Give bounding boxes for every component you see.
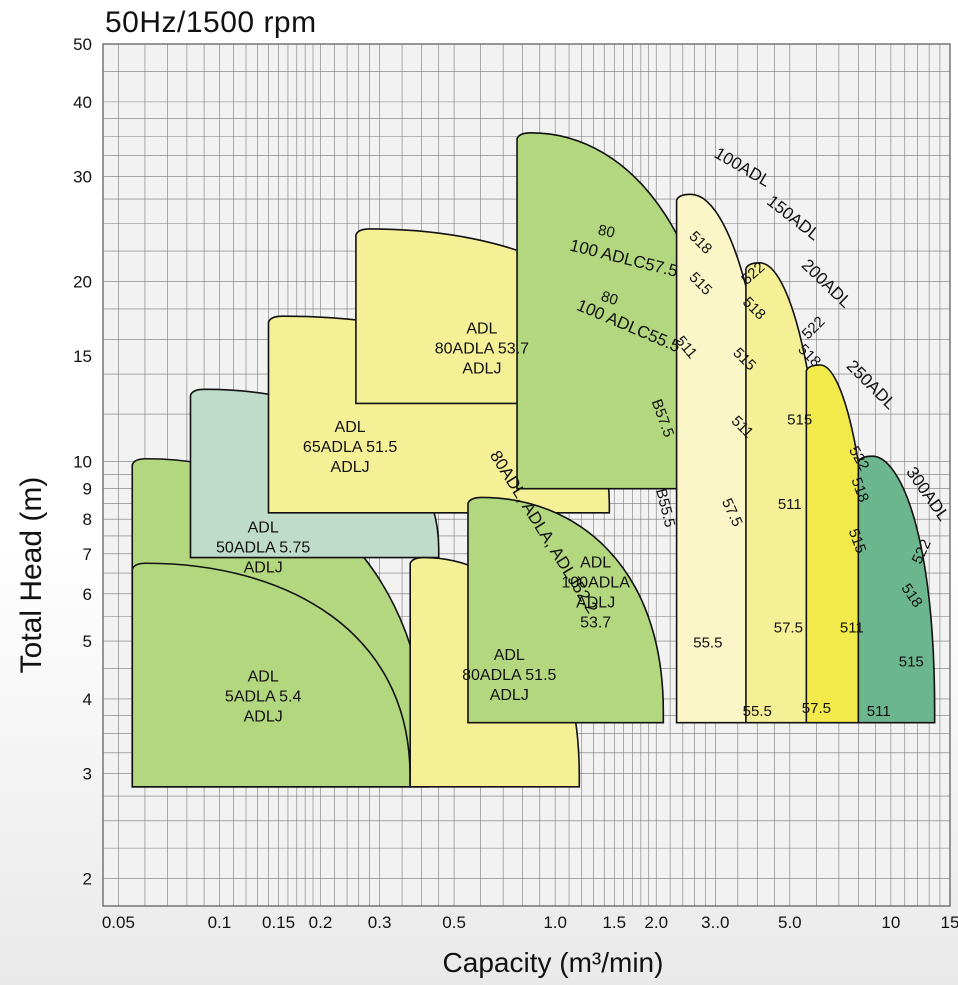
x-tick-label: 0.2 xyxy=(309,913,333,932)
x-tick-label: 5.0 xyxy=(778,913,802,932)
series-label: 511 xyxy=(867,703,891,720)
x-tick-label: 0.05 xyxy=(102,913,135,932)
region-label: 50ADLA 5.75 xyxy=(216,540,310,557)
y-tick-label: 30 xyxy=(73,167,92,186)
region-label: ADLJ xyxy=(244,560,283,577)
y-tick-label: 15 xyxy=(73,347,92,366)
x-tick-label: 0.5 xyxy=(442,913,466,932)
region-label: 5ADLA 5.4 xyxy=(225,689,302,706)
x-tick-label: 1.0 xyxy=(543,913,567,932)
chart-title: 50Hz/1500 rpm xyxy=(105,6,317,39)
series-label: 511 xyxy=(778,496,802,513)
region-label: ADL xyxy=(466,321,497,338)
y-tick-label: 6 xyxy=(83,585,92,604)
y-tick-label: 7 xyxy=(83,545,92,564)
region-label: ADLJ xyxy=(331,459,370,476)
region-label: 80ADLA 51.5 xyxy=(462,667,556,684)
region-label: ADL xyxy=(335,419,366,436)
x-tick-label: 2.0 xyxy=(644,913,668,932)
series-label: 55.5 xyxy=(743,703,772,720)
x-tick-label: 3..0 xyxy=(701,913,729,932)
x-tick-label: 1.5 xyxy=(602,913,626,932)
region-label: ADL xyxy=(580,555,611,572)
region-label: ADLJ xyxy=(576,595,615,612)
y-tick-label: 4 xyxy=(83,690,92,709)
series-label: 55.5 xyxy=(693,635,722,652)
y-axis-label: Total Head (m) xyxy=(15,476,48,674)
series-label: 80 xyxy=(596,222,616,242)
region-label: ADL xyxy=(494,647,525,664)
x-tick-label: 0.15 xyxy=(262,913,295,932)
region-label: ADLJ xyxy=(462,361,501,378)
y-tick-label: 10 xyxy=(73,452,92,471)
region-300adl xyxy=(857,455,936,724)
x-axis-label: Capacity (m³/min) xyxy=(442,947,664,978)
region-100adla-53-7 xyxy=(467,496,665,724)
region-label: ADL xyxy=(248,669,279,686)
y-tick-label: 9 xyxy=(83,480,92,499)
x-tick-label: 15 xyxy=(941,913,958,932)
region-label: ADLJ xyxy=(244,709,283,726)
y-tick-label: 8 xyxy=(83,510,92,529)
y-tick-label: 2 xyxy=(83,870,92,889)
region-label: ADL xyxy=(248,520,279,537)
region-label: 53.7 xyxy=(580,615,611,632)
y-tick-label: 5 xyxy=(83,632,92,651)
y-tick-label: 50 xyxy=(73,35,92,54)
series-label: 511 xyxy=(840,619,864,636)
region-inner-curve xyxy=(131,562,411,788)
region-label: 100ADLA xyxy=(561,575,630,592)
series-label: 80 xyxy=(599,288,620,309)
region-label: ADLJ xyxy=(490,687,529,704)
y-tick-label: 40 xyxy=(73,93,92,112)
y-tick-label: 20 xyxy=(73,273,92,292)
region-label: 65ADLA 51.5 xyxy=(303,439,397,456)
x-tick-label: 0.1 xyxy=(208,913,232,932)
series-label: 515 xyxy=(899,654,924,671)
x-tick-label: 0.3 xyxy=(368,913,392,932)
x-tick-label: 10 xyxy=(881,913,900,932)
series-label: 515 xyxy=(787,412,812,429)
region-label: 80ADLA 53.7 xyxy=(435,341,529,358)
series-label: 57.5 xyxy=(774,619,803,636)
y-tick-label: 3 xyxy=(83,765,92,784)
series-label: 57.5 xyxy=(802,700,831,717)
